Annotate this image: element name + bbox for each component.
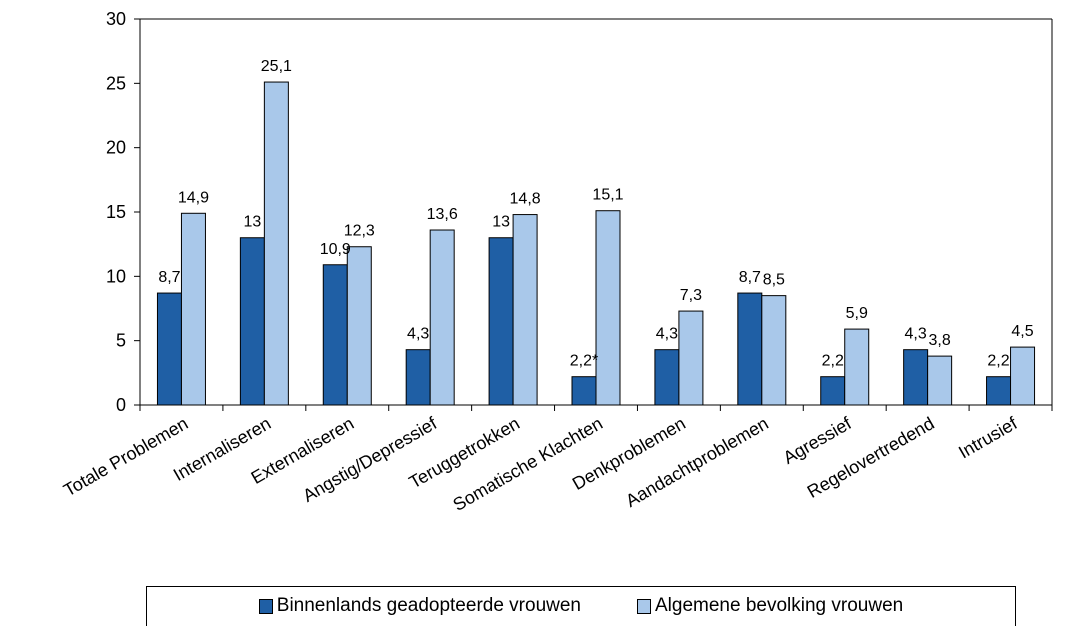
data-label-series-1: 2,2 bbox=[822, 353, 844, 370]
y-tick-label: 20 bbox=[106, 138, 126, 158]
data-label-series-1: 4,3 bbox=[656, 326, 678, 343]
data-label-series-1: 8,7 bbox=[739, 269, 761, 286]
y-tick-label: 0 bbox=[116, 395, 126, 415]
x-tick-label: Aandachtproblemen bbox=[622, 413, 772, 511]
data-label-series-1: 4,3 bbox=[905, 326, 927, 343]
data-label-series-2: 12,3 bbox=[344, 223, 375, 240]
y-tick-label: 30 bbox=[106, 9, 126, 29]
bar-series-1 bbox=[322, 264, 348, 406]
bar-series-2 bbox=[595, 210, 621, 406]
x-tick-label: Intrusief bbox=[955, 413, 1021, 463]
data-label-series-2: 13,6 bbox=[427, 206, 458, 223]
bar-series-2 bbox=[180, 212, 206, 406]
y-tick-label: 15 bbox=[106, 202, 126, 222]
bar-series-2 bbox=[761, 295, 787, 406]
data-label-series-2: 8,5 bbox=[763, 272, 785, 289]
data-label-series-1: 8,7 bbox=[158, 269, 180, 286]
bar-series-1 bbox=[156, 292, 182, 406]
bar-series-2 bbox=[927, 355, 953, 406]
bars bbox=[156, 81, 1036, 406]
data-label-series-2: 4,5 bbox=[1011, 323, 1033, 340]
data-label-series-2: 5,9 bbox=[846, 305, 868, 322]
data-label-series-1: 10,9 bbox=[320, 241, 351, 258]
x-tick-label: Angstig/Depressief bbox=[299, 413, 441, 506]
bar-series-1 bbox=[986, 376, 1012, 406]
bar-series-2 bbox=[844, 328, 870, 406]
x-tick-label: Somatische Klachten bbox=[450, 413, 606, 515]
bar-series-2 bbox=[678, 310, 704, 406]
data-label-series-1: 2,2* bbox=[570, 353, 598, 370]
legend: Binnenlands geadopteerde vrouwen Algemen… bbox=[146, 586, 1016, 626]
legend-item-series-1: Binnenlands geadopteerde vrouwen bbox=[258, 595, 581, 617]
legend-swatch-series-1 bbox=[258, 598, 273, 614]
data-label-series-1: 13 bbox=[492, 214, 510, 231]
x-tick-label: Totale Problemen bbox=[60, 413, 191, 500]
data-label-series-2: 3,8 bbox=[929, 332, 951, 349]
y-tick-label: 25 bbox=[106, 73, 126, 93]
data-label-series-1: 13 bbox=[243, 214, 261, 231]
bar-series-1 bbox=[820, 376, 846, 406]
legend-label-series-1: Binnenlands geadopteerde vrouwen bbox=[276, 595, 581, 616]
bar-series-2 bbox=[1010, 346, 1036, 406]
data-label-series-2: 14,8 bbox=[510, 191, 541, 208]
data-label-series-1: 4,3 bbox=[407, 326, 429, 343]
bar-series-2 bbox=[346, 246, 372, 406]
bar-series-1 bbox=[488, 237, 514, 406]
y-tick-label: 10 bbox=[106, 266, 126, 286]
legend-item-series-2: Algemene bevolking vrouwen bbox=[637, 595, 903, 617]
bar-series-1 bbox=[239, 237, 265, 406]
axes bbox=[134, 18, 1053, 411]
bar-series-1 bbox=[654, 349, 680, 406]
data-label-series-1: 2,2 bbox=[987, 353, 1009, 370]
data-label-series-2: 14,9 bbox=[178, 189, 209, 206]
x-tick-label: Agressief bbox=[780, 413, 856, 468]
y-tick-label: 5 bbox=[116, 331, 126, 351]
bar-series-1 bbox=[737, 292, 763, 406]
bar-series-1 bbox=[571, 376, 597, 406]
data-label-series-2: 25,1 bbox=[261, 58, 292, 75]
data-label-series-2: 7,3 bbox=[680, 287, 702, 304]
bar-series-2 bbox=[263, 81, 289, 406]
bar-series-1 bbox=[903, 349, 929, 406]
data-label-series-2: 15,1 bbox=[592, 187, 623, 204]
bar-series-1 bbox=[405, 349, 431, 406]
bar-series-2 bbox=[512, 214, 538, 406]
legend-swatch-series-2 bbox=[637, 598, 651, 614]
legend-label-series-2: Algemene bevolking vrouwen bbox=[655, 595, 904, 616]
bar-series-2 bbox=[429, 229, 455, 406]
